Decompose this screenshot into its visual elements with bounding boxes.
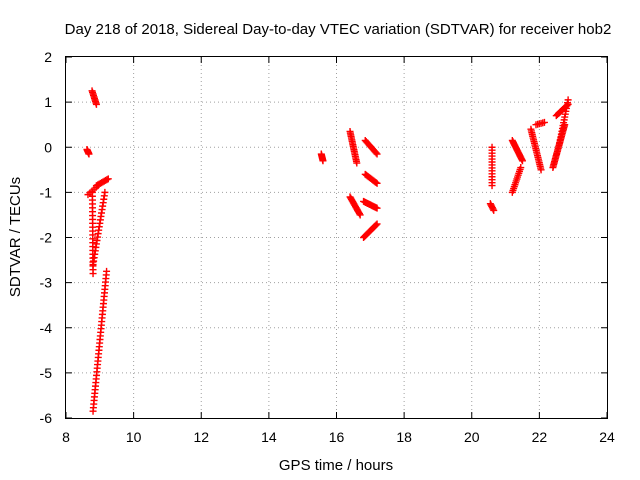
data-point — [104, 175, 112, 183]
y-tick-label: -1 — [40, 184, 53, 200]
plot-frame — [65, 56, 608, 419]
x-tick-label: 14 — [261, 429, 277, 445]
y-tick-label: -5 — [40, 365, 53, 381]
data-point — [490, 206, 498, 214]
data-point — [372, 221, 380, 229]
chart-title: Day 218 of 2018, Sidereal Day-to-day VTE… — [65, 21, 612, 38]
data-point — [103, 176, 111, 184]
data-point — [356, 211, 364, 219]
data-point — [564, 96, 572, 104]
data-point — [89, 261, 97, 269]
x-tick-label: 16 — [329, 429, 345, 445]
x-tick-label: 22 — [532, 429, 548, 445]
y-tick-label: 0 — [44, 139, 52, 155]
y-tick-label: -4 — [40, 320, 53, 336]
data-point — [89, 407, 97, 415]
data-point — [372, 149, 380, 157]
data-point — [517, 164, 525, 172]
x-tick-label: 10 — [126, 429, 142, 445]
x-tick-label: 18 — [396, 429, 412, 445]
x-tick-label: 12 — [193, 429, 209, 445]
data-points — [83, 87, 572, 415]
data-point — [373, 204, 381, 212]
y-axis-label: SDTVAR / TECUs — [7, 177, 24, 297]
data-point — [518, 157, 526, 165]
data-point — [372, 179, 380, 187]
data-point — [89, 270, 97, 278]
data-point — [373, 220, 381, 228]
data-point — [373, 150, 381, 158]
data-point — [353, 159, 361, 167]
x-axis-label: GPS time / hours — [279, 457, 393, 474]
x-tick-label: 24 — [599, 429, 615, 445]
y-tick-label: 1 — [44, 94, 52, 110]
data-point — [373, 179, 381, 187]
x-tick-label: 20 — [464, 429, 480, 445]
data-point — [537, 166, 545, 174]
y-tick-label: -6 — [40, 410, 53, 426]
y-tick-label: -2 — [40, 230, 53, 246]
data-point — [92, 100, 100, 108]
y-tick-label: 2 — [44, 49, 52, 65]
data-point — [540, 118, 548, 126]
data-point — [488, 182, 496, 190]
grid — [66, 57, 607, 418]
y-tick-label: -3 — [40, 275, 53, 291]
data-point — [319, 157, 327, 165]
data-point — [85, 150, 93, 158]
x-tick-label: 8 — [62, 429, 70, 445]
